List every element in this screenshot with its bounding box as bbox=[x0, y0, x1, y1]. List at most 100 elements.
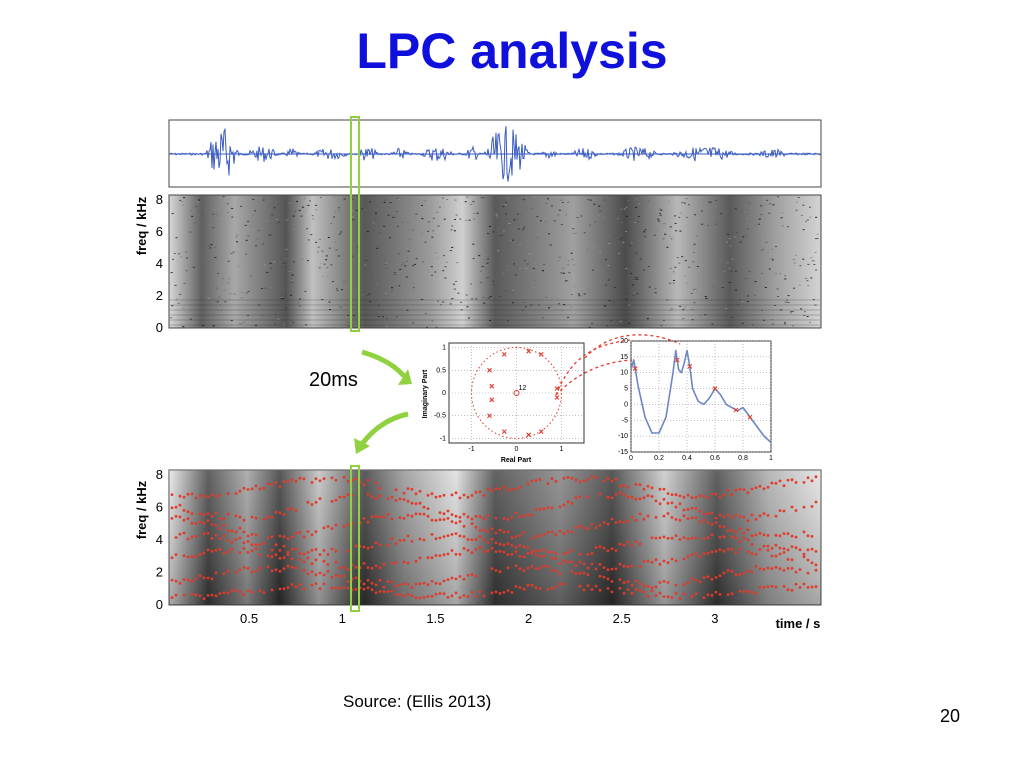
spectrogram-speckle bbox=[784, 301, 787, 303]
spectrogram-speckle bbox=[438, 206, 441, 208]
formant-point bbox=[646, 559, 650, 563]
formant-point bbox=[418, 582, 422, 586]
spectrogram-speckle bbox=[541, 318, 544, 320]
formant-point bbox=[366, 492, 370, 496]
formant-point bbox=[690, 506, 694, 510]
formant-point bbox=[814, 475, 818, 479]
formant-point bbox=[346, 568, 350, 571]
spectrogram-speckle bbox=[361, 325, 364, 327]
spectrogram-speckle bbox=[366, 231, 369, 233]
spectrogram-speckle bbox=[179, 199, 182, 201]
spectrogram-speckle bbox=[730, 270, 733, 272]
spectrogram-speckle bbox=[681, 202, 684, 204]
formant-point bbox=[538, 478, 542, 481]
spectrogram-speckle bbox=[753, 307, 756, 309]
formant-point bbox=[646, 514, 650, 518]
spectrogram-speckle bbox=[505, 202, 507, 203]
formant-point bbox=[354, 587, 358, 591]
formant-point bbox=[730, 570, 734, 573]
formant-point bbox=[606, 549, 610, 553]
formant-point bbox=[242, 541, 246, 545]
formant-point bbox=[246, 589, 250, 592]
formant-point bbox=[498, 542, 502, 546]
spectrogram-speckle bbox=[533, 240, 536, 242]
formant-point bbox=[570, 560, 574, 563]
formant-point bbox=[578, 552, 582, 556]
formant-point bbox=[554, 552, 558, 556]
formant-point bbox=[646, 494, 650, 498]
spectrogram-speckle bbox=[513, 219, 516, 221]
formant-point bbox=[218, 537, 222, 540]
arrow-to-pole-zero bbox=[361, 349, 406, 378]
formant-point bbox=[798, 568, 802, 571]
formant-point bbox=[422, 596, 426, 599]
formant-point bbox=[550, 506, 554, 510]
x-tick-label: 2.5 bbox=[613, 611, 631, 626]
formant-point bbox=[670, 516, 674, 519]
spectrogram-speckle bbox=[567, 316, 570, 318]
formant-point bbox=[562, 559, 566, 563]
formant-point bbox=[682, 495, 686, 499]
formant-point bbox=[690, 595, 694, 598]
connector-arc-2 bbox=[584, 334, 681, 359]
formant-point bbox=[758, 567, 762, 571]
formant-point bbox=[230, 529, 234, 533]
spectrogram-speckle bbox=[335, 249, 338, 251]
spectrogram-speckle bbox=[784, 322, 786, 324]
spectrogram-speckle bbox=[296, 200, 298, 202]
spectrogram-speckle bbox=[760, 205, 763, 207]
formant-point bbox=[626, 495, 630, 499]
formant-point bbox=[294, 532, 298, 535]
spectrogram-speckle bbox=[300, 215, 303, 217]
formant-point bbox=[338, 574, 342, 578]
spectrogram-speckle bbox=[238, 323, 241, 325]
spectrogram-speckle bbox=[696, 266, 699, 267]
spectrogram-speckle bbox=[561, 309, 564, 311]
spectrogram-speckle bbox=[765, 231, 768, 233]
formant-point bbox=[306, 556, 310, 560]
formant-point bbox=[450, 520, 454, 523]
spectrogram-speckle bbox=[402, 262, 405, 264]
spectrogram-speckle bbox=[383, 225, 386, 227]
formant-point bbox=[258, 589, 262, 593]
formant-point bbox=[550, 530, 554, 534]
spectrogram-speckle bbox=[792, 258, 795, 260]
spectrogram-speckle bbox=[802, 229, 805, 231]
formant-point bbox=[750, 487, 754, 491]
spectrogram-speckle bbox=[421, 205, 423, 206]
formant-point bbox=[398, 583, 402, 587]
formant-point bbox=[762, 568, 766, 571]
formant-point bbox=[210, 537, 214, 540]
spectrogram-speckle bbox=[519, 323, 522, 325]
formant-point bbox=[266, 565, 270, 569]
formant-point bbox=[542, 554, 546, 558]
formant-point bbox=[790, 534, 794, 538]
spectrogram-speckle bbox=[504, 204, 507, 206]
formant-point bbox=[362, 582, 366, 586]
formant-point bbox=[730, 493, 734, 497]
formant-point bbox=[486, 487, 490, 491]
formant-point bbox=[218, 592, 222, 595]
spectrogram-speckle bbox=[304, 291, 307, 293]
spectrogram-speckle bbox=[557, 210, 560, 211]
spectrogram-speckle bbox=[637, 221, 639, 223]
lpc-spectrogram-y-label: freq / kHz bbox=[134, 480, 149, 539]
spectrogram-speckle bbox=[420, 233, 423, 235]
waveform-panel bbox=[168, 119, 822, 188]
formant-point bbox=[722, 571, 726, 575]
spectrogram-speckle bbox=[511, 302, 514, 304]
formant-point bbox=[250, 590, 254, 594]
formant-point bbox=[482, 538, 486, 542]
formant-point bbox=[378, 578, 382, 582]
spectrogram-speckle bbox=[557, 214, 560, 216]
spectrogram-speckle bbox=[185, 270, 188, 272]
formant-point bbox=[306, 572, 310, 576]
spectrogram-speckle bbox=[209, 247, 212, 249]
formant-point bbox=[418, 512, 422, 516]
spectrogram-speckle bbox=[271, 217, 274, 219]
formant-point bbox=[294, 480, 298, 483]
spectrogram-speckle bbox=[249, 225, 252, 227]
formant-point bbox=[546, 482, 550, 486]
spectrogram-speckle bbox=[663, 223, 666, 225]
formant-point bbox=[666, 561, 670, 565]
